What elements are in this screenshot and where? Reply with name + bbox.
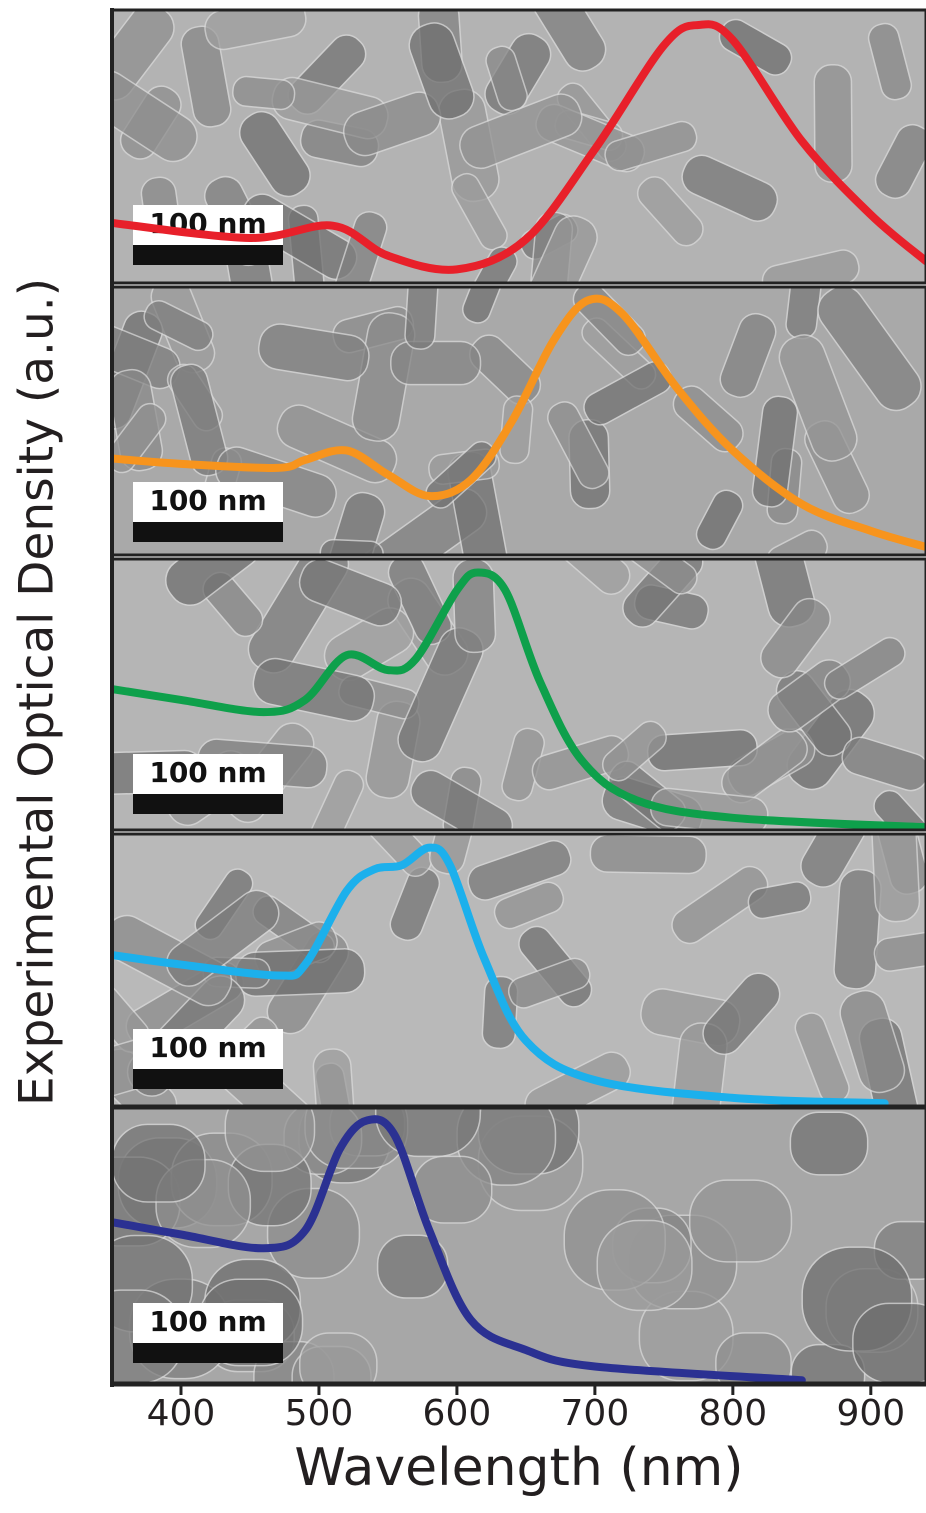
scale-bar <box>133 522 283 542</box>
scale-bar-label: 100 nm <box>149 484 266 517</box>
x-axis-label: Wavelength (nm) <box>294 1438 743 1498</box>
x-tick-label: 700 <box>561 1393 630 1434</box>
scale-bar-label: 100 nm <box>149 756 266 789</box>
panel: 100 nm <box>63 774 926 1158</box>
scale-bar <box>133 1343 283 1363</box>
scale-bar-label: 100 nm <box>149 1031 266 1064</box>
particle <box>597 1220 692 1310</box>
particle <box>853 1303 926 1382</box>
scale-bar <box>133 794 283 814</box>
particle <box>590 835 706 874</box>
scale-bar <box>133 245 283 265</box>
x-tick-label: 500 <box>285 1393 354 1434</box>
particle <box>232 75 296 110</box>
x-tick-label: 800 <box>698 1393 767 1434</box>
particle <box>300 1333 377 1398</box>
panel: 100 nm <box>76 1064 926 1416</box>
x-tick-label: 600 <box>423 1393 492 1434</box>
x-tick-label: 400 <box>147 1393 216 1434</box>
figure: 100 nm Experimental Optical Density (a.u.… <box>0 0 926 1513</box>
particle <box>391 341 481 384</box>
panel: 100 nm <box>60 249 926 601</box>
particle <box>790 1112 867 1175</box>
panel: 100 nm <box>90 512 926 866</box>
x-tick-label: 900 <box>836 1393 905 1434</box>
particle <box>690 1180 792 1262</box>
scale-bar-label: 100 nm <box>149 1305 266 1338</box>
y-axis-label: Experimental Optical Density (a.u.) <box>10 278 65 1106</box>
scale-bar <box>133 1069 283 1089</box>
particle <box>112 1124 205 1202</box>
